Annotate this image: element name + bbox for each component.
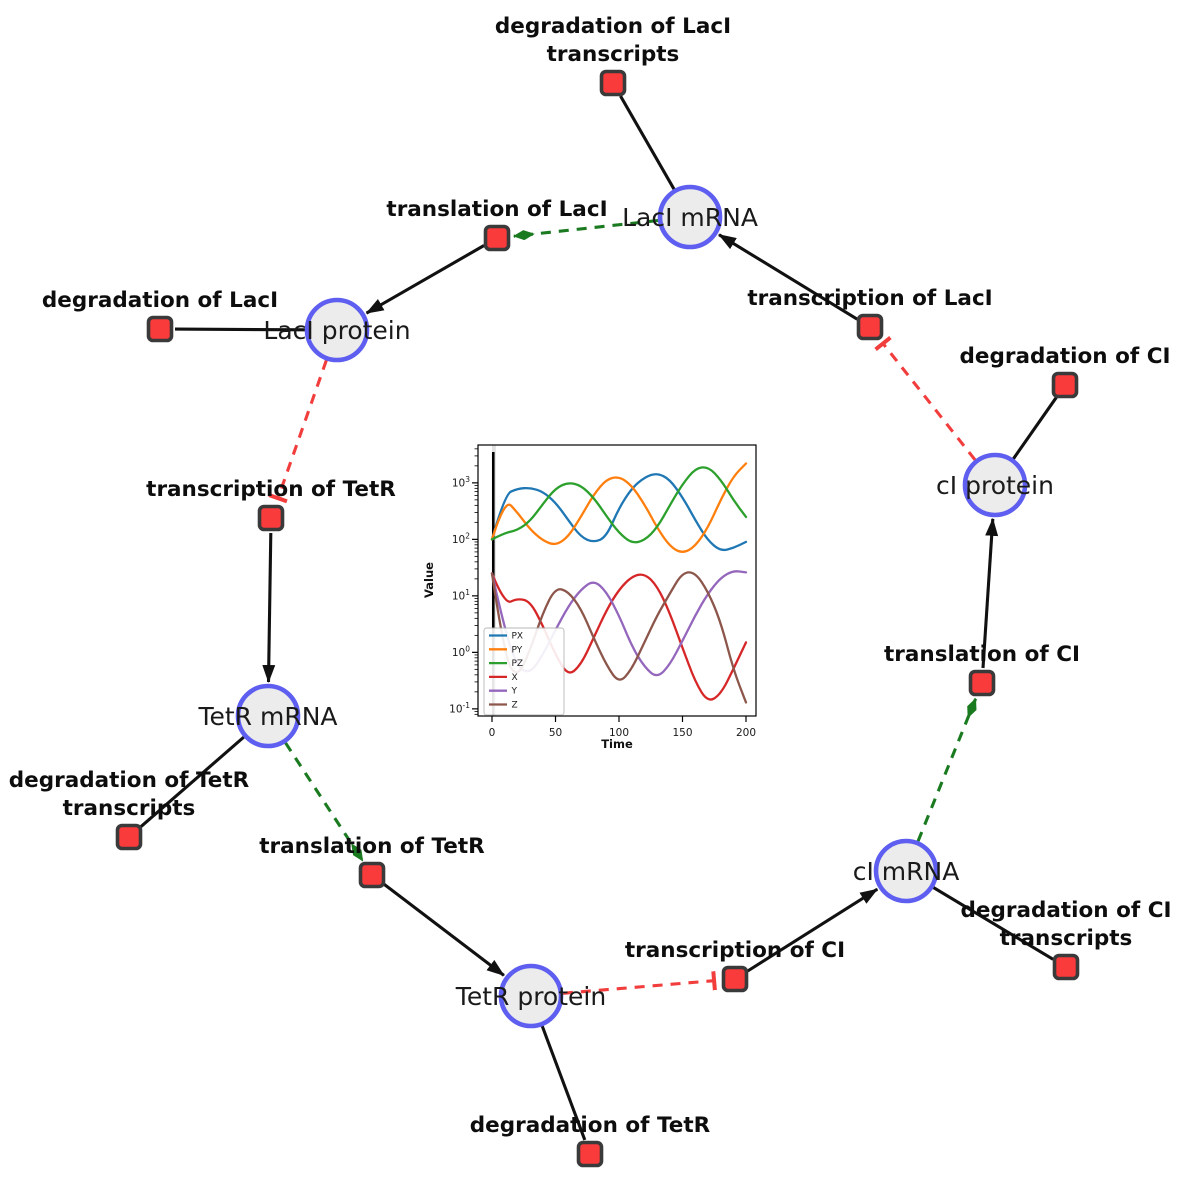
y-tick-label-10e1: 101 [452, 588, 470, 603]
legend-entry-PX: PX [489, 632, 523, 642]
reaction-label-deg_tetr_tr-line2: transcripts [63, 796, 196, 821]
species-node-tetr_mrna[interactable] [235, 683, 301, 749]
series-line-PZ [490, 466, 748, 544]
species-label-ci_protein: cI protein [936, 471, 1054, 500]
reaction-node-transl_ci[interactable] [968, 669, 996, 697]
legend-label-PX: PX [512, 632, 524, 642]
edge-production-transl_laci-laci_protein [365, 244, 485, 315]
reaction-label-transl_tetr: translation of TetR [259, 834, 485, 859]
reaction-label-deg_tetr_tr-line1: degradation of TetR [9, 768, 250, 793]
legend-label-X: X [512, 673, 518, 683]
edge-consumption-tetr_mrna-deg_tetr_tr [139, 735, 245, 829]
reaction-node-deg_tetr_tr[interactable] [115, 823, 143, 851]
series-line-X [490, 572, 748, 701]
edge-production-transl_tetr-tetr_protein [382, 882, 505, 977]
edge-consumption-laci_mrna-deg_laci_tr [619, 95, 676, 191]
legend-label-PZ: PZ [512, 659, 524, 669]
edge-production-transcr_tetr-tetr_mrna [262, 532, 276, 683]
reaction-node-transcr_tetr[interactable] [257, 504, 285, 532]
species-node-laci_protein[interactable] [304, 297, 370, 363]
legend-label-PY: PY [512, 645, 523, 655]
reaction-node-transl_laci[interactable] [483, 224, 511, 252]
x-tick-label-50: 50 [549, 727, 562, 739]
x-tick-label-200: 200 [736, 727, 756, 739]
reaction-label-deg_ci_tr-line2: transcripts [1000, 926, 1133, 951]
reaction-label-deg_laci_tr-line2: transcripts [547, 42, 680, 67]
species-node-ci_protein[interactable] [962, 452, 1028, 518]
edge-consumption-tetr_protein-deg_tetr [540, 1025, 587, 1141]
chart-legend: PX PY PZ XYZ [483, 627, 565, 716]
reaction-label-deg_tetr: degradation of TetR [470, 1113, 711, 1138]
edge-consumption-ci_mrna-deg_ci_tr [932, 886, 1054, 961]
reaction-node-deg_ci[interactable] [1051, 371, 1079, 399]
legend-entry-PY: PY [489, 645, 523, 655]
reaction-node-deg_laci[interactable] [146, 315, 174, 343]
reaction-label-deg_ci_tr-line1: degradation of CI [961, 898, 1172, 923]
edge-production-transl_ci-ci_protein [981, 517, 999, 669]
legend-entry-Z: Z [489, 701, 518, 711]
edge-modifier-laci_mrna-transl_laci [512, 218, 659, 241]
edge-consumption-ci_protein-deg_ci [1012, 396, 1058, 460]
x-tick-label-150: 150 [672, 727, 692, 739]
y-tick-label-10e2: 102 [452, 531, 470, 546]
reaction-label-transl_ci: translation of CI [884, 642, 1080, 667]
nodes-layer [115, 69, 1080, 1168]
reaction-label-transcr_tetr: transcription of TetR [146, 477, 396, 502]
legend-label-Y: Y [511, 687, 518, 697]
reaction-label-deg_laci_tr-line1: degradation of LacI [495, 14, 731, 39]
reaction-label-transl_laci: translation of LacI [386, 197, 607, 222]
legend-entry-PZ: PZ [489, 659, 523, 669]
edge-inhibition-tetr_protein-transcr_ci [562, 971, 717, 995]
reaction-node-deg_tetr[interactable] [576, 1140, 604, 1168]
reaction-node-deg_ci_tr[interactable] [1052, 953, 1080, 981]
edge-inhibition-ci_protein-transcr_laci [874, 336, 977, 461]
series-line-PX [490, 473, 748, 552]
species-node-tetr_protein[interactable] [498, 963, 564, 1029]
edge-production-transcr_laci-laci_mrna [718, 233, 859, 321]
legend-entry-X: X [489, 673, 518, 683]
reaction-label-transcr_ci: transcription of CI [625, 938, 845, 963]
y-axis-label: Value [422, 562, 436, 598]
y-tick-label-10e0: 100 [452, 644, 470, 659]
reaction-label-deg_ci: degradation of CI [960, 344, 1171, 369]
species-label-ci_mrna: cI mRNA [853, 857, 960, 886]
species-label-tetr_mrna: TetR mRNA [197, 702, 337, 731]
edge-production-transcr_ci-ci_mrna [746, 887, 879, 973]
x-tick-label-100: 100 [609, 727, 629, 739]
reaction-node-deg_laci_tr[interactable] [599, 69, 627, 97]
species-label-laci_protein: LacI protein [263, 316, 410, 345]
y-tick-label-10e-1: 10-1 [449, 701, 470, 716]
legend-entry-Y: Y [489, 687, 518, 697]
edge-modifier-tetr_mrna-transl_tetr [284, 741, 364, 862]
series-line-PY [490, 462, 748, 553]
axes-frame [477, 444, 757, 717]
reaction-label-transcr_laci: transcription of LacI [747, 286, 992, 311]
y-tick-label-10e3: 103 [452, 475, 470, 490]
species-label-tetr_protein: TetR protein [455, 982, 606, 1011]
reaction-node-transl_tetr[interactable] [358, 861, 386, 889]
edge-inhibition-laci_protein-transcr_tetr [268, 359, 328, 504]
reaction-node-transcr_laci[interactable] [856, 313, 884, 341]
species-node-ci_mrna[interactable] [873, 838, 939, 904]
labels-layer: LacI mRNA LacI protein TetR mRNA TetR prote… [9, 14, 1172, 1138]
legend-label-Z: Z [512, 701, 518, 711]
reaction-label-deg_laci: degradation of LacI [42, 288, 278, 313]
x-axis-label: Time [601, 737, 633, 751]
species-label-laci_mrna: LacI mRNA [622, 203, 758, 232]
edge-modifier-ci_mrna-transl_ci [916, 697, 978, 842]
reaction-node-transcr_ci[interactable] [721, 965, 749, 993]
species-node-laci_mrna[interactable] [657, 184, 723, 250]
x-tick-label-0: 0 [489, 727, 496, 739]
edge-consumption-laci_protein-deg_laci [174, 327, 306, 332]
inset-chart: 103 102 101 100 10-1 0 50 100 150 200 PX PY PZ XYZ Ti… [422, 444, 757, 751]
edges-layer [139, 95, 1058, 1141]
legend-box [483, 627, 565, 716]
